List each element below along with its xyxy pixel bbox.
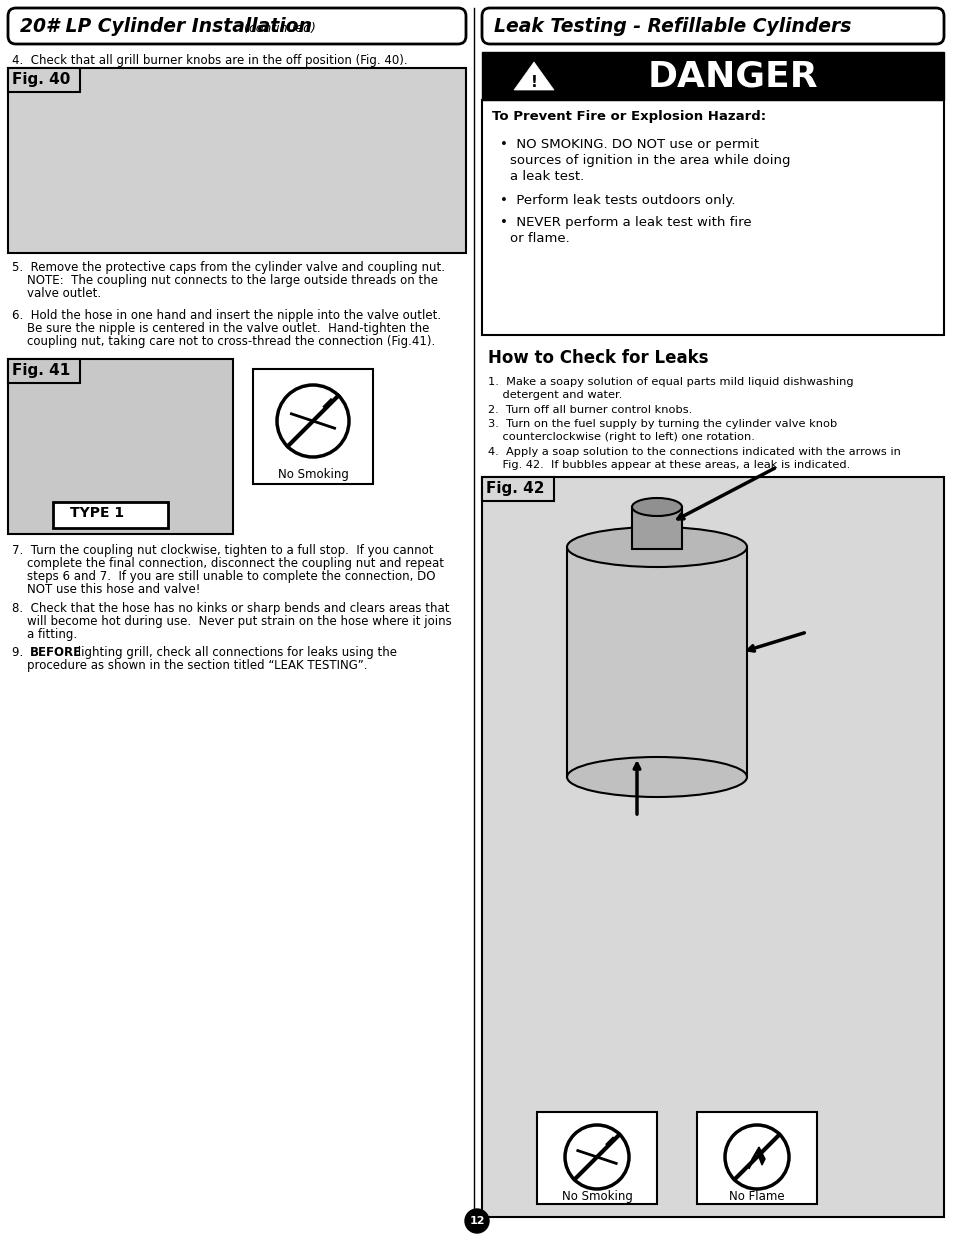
Text: TYPE 1: TYPE 1 bbox=[70, 506, 124, 520]
Text: BEFORE: BEFORE bbox=[30, 646, 82, 659]
Text: No Smoking: No Smoking bbox=[277, 468, 348, 480]
Bar bbox=[8, 68, 465, 253]
Text: coupling nut, taking care not to cross-thread the connection (Fig.41).: coupling nut, taking care not to cross-t… bbox=[12, 335, 435, 348]
Text: will become hot during use.  Never put strain on the hose where it joins: will become hot during use. Never put st… bbox=[12, 615, 452, 629]
Text: (continued): (continued) bbox=[240, 21, 315, 35]
Text: 9.: 9. bbox=[12, 646, 30, 659]
Circle shape bbox=[724, 1125, 788, 1189]
Text: DANGER: DANGER bbox=[647, 59, 818, 93]
Text: 20# LP Cylinder Installation: 20# LP Cylinder Installation bbox=[20, 16, 312, 36]
Text: 3.  Turn on the fuel supply by turning the cylinder valve knob: 3. Turn on the fuel supply by turning th… bbox=[488, 419, 837, 429]
Bar bbox=[8, 359, 80, 383]
Bar bbox=[566, 547, 746, 777]
Bar bbox=[53, 501, 168, 529]
Bar bbox=[631, 508, 681, 550]
Circle shape bbox=[276, 385, 349, 457]
Text: •  NEVER perform a leak test with fire: • NEVER perform a leak test with fire bbox=[499, 216, 751, 228]
Bar bbox=[481, 52, 943, 100]
Text: 4.  Apply a soap solution to the connections indicated with the arrows in: 4. Apply a soap solution to the connecti… bbox=[488, 447, 900, 457]
Polygon shape bbox=[514, 62, 554, 90]
Text: •  NO SMOKING. DO NOT use or permit: • NO SMOKING. DO NOT use or permit bbox=[499, 138, 759, 151]
Circle shape bbox=[564, 1125, 628, 1189]
Text: NOT use this hose and valve!: NOT use this hose and valve! bbox=[12, 583, 200, 597]
Bar bbox=[253, 369, 373, 484]
Bar bbox=[481, 100, 943, 335]
Bar bbox=[537, 1112, 657, 1204]
Bar bbox=[8, 68, 80, 91]
Text: counterclockwise (right to left) one rotation.: counterclockwise (right to left) one rot… bbox=[488, 432, 754, 442]
FancyBboxPatch shape bbox=[481, 7, 943, 44]
Text: 12: 12 bbox=[469, 1216, 484, 1226]
Ellipse shape bbox=[566, 527, 746, 567]
Text: No Smoking: No Smoking bbox=[561, 1191, 632, 1203]
Text: 1.  Make a soapy solution of equal parts mild liquid dishwashing: 1. Make a soapy solution of equal parts … bbox=[488, 377, 853, 387]
Text: How to Check for Leaks: How to Check for Leaks bbox=[488, 350, 708, 367]
Text: lighting grill, check all connections for leaks using the: lighting grill, check all connections fo… bbox=[74, 646, 396, 659]
Text: 5.  Remove the protective caps from the cylinder valve and coupling nut.: 5. Remove the protective caps from the c… bbox=[12, 261, 444, 274]
Text: NOTE:  The coupling nut connects to the large outside threads on the: NOTE: The coupling nut connects to the l… bbox=[12, 274, 437, 287]
Text: steps 6 and 7.  If you are still unable to complete the connection, DO: steps 6 and 7. If you are still unable t… bbox=[12, 571, 435, 583]
Text: •  Perform leak tests outdoors only.: • Perform leak tests outdoors only. bbox=[499, 194, 735, 207]
FancyBboxPatch shape bbox=[8, 7, 465, 44]
Text: a fitting.: a fitting. bbox=[12, 629, 77, 641]
Text: Leak Testing - Refillable Cylinders: Leak Testing - Refillable Cylinders bbox=[494, 16, 850, 36]
Ellipse shape bbox=[631, 498, 681, 516]
Circle shape bbox=[464, 1209, 489, 1233]
Text: Fig. 42.  If bubbles appear at these areas, a leak is indicated.: Fig. 42. If bubbles appear at these area… bbox=[488, 459, 849, 471]
Text: 7.  Turn the coupling nut clockwise, tighten to a full stop.  If you cannot: 7. Turn the coupling nut clockwise, tigh… bbox=[12, 543, 433, 557]
Text: Fig. 40: Fig. 40 bbox=[12, 72, 71, 86]
Text: To Prevent Fire or Explosion Hazard:: To Prevent Fire or Explosion Hazard: bbox=[492, 110, 765, 124]
Bar bbox=[481, 477, 554, 501]
Text: sources of ignition in the area while doing: sources of ignition in the area while do… bbox=[510, 154, 790, 167]
Text: 4.  Check that all grill burner knobs are in the off position (Fig. 40).: 4. Check that all grill burner knobs are… bbox=[12, 54, 407, 67]
Text: detergent and water.: detergent and water. bbox=[488, 390, 621, 400]
Text: valve outlet.: valve outlet. bbox=[12, 287, 101, 300]
Bar bbox=[697, 1112, 816, 1204]
Text: procedure as shown in the section titled “LEAK TESTING”.: procedure as shown in the section titled… bbox=[12, 659, 367, 672]
Text: complete the final connection, disconnect the coupling nut and repeat: complete the final connection, disconnec… bbox=[12, 557, 443, 571]
Text: or flame.: or flame. bbox=[510, 232, 569, 245]
Text: Fig. 42: Fig. 42 bbox=[485, 480, 544, 496]
Text: !: ! bbox=[530, 74, 537, 89]
Ellipse shape bbox=[566, 757, 746, 797]
Text: 8.  Check that the hose has no kinks or sharp bends and clears areas that: 8. Check that the hose has no kinks or s… bbox=[12, 601, 449, 615]
Text: Be sure the nipple is centered in the valve outlet.  Hand-tighten the: Be sure the nipple is centered in the va… bbox=[12, 322, 429, 335]
Text: No Flame: No Flame bbox=[728, 1191, 784, 1203]
Polygon shape bbox=[748, 1147, 764, 1170]
Text: 6.  Hold the hose in one hand and insert the nipple into the valve outlet.: 6. Hold the hose in one hand and insert … bbox=[12, 309, 440, 322]
Text: a leak test.: a leak test. bbox=[510, 170, 583, 183]
Bar bbox=[8, 359, 233, 534]
Text: Fig. 41: Fig. 41 bbox=[12, 363, 71, 378]
Text: 2.  Turn off all burner control knobs.: 2. Turn off all burner control knobs. bbox=[488, 405, 692, 415]
Bar bbox=[481, 477, 943, 1216]
